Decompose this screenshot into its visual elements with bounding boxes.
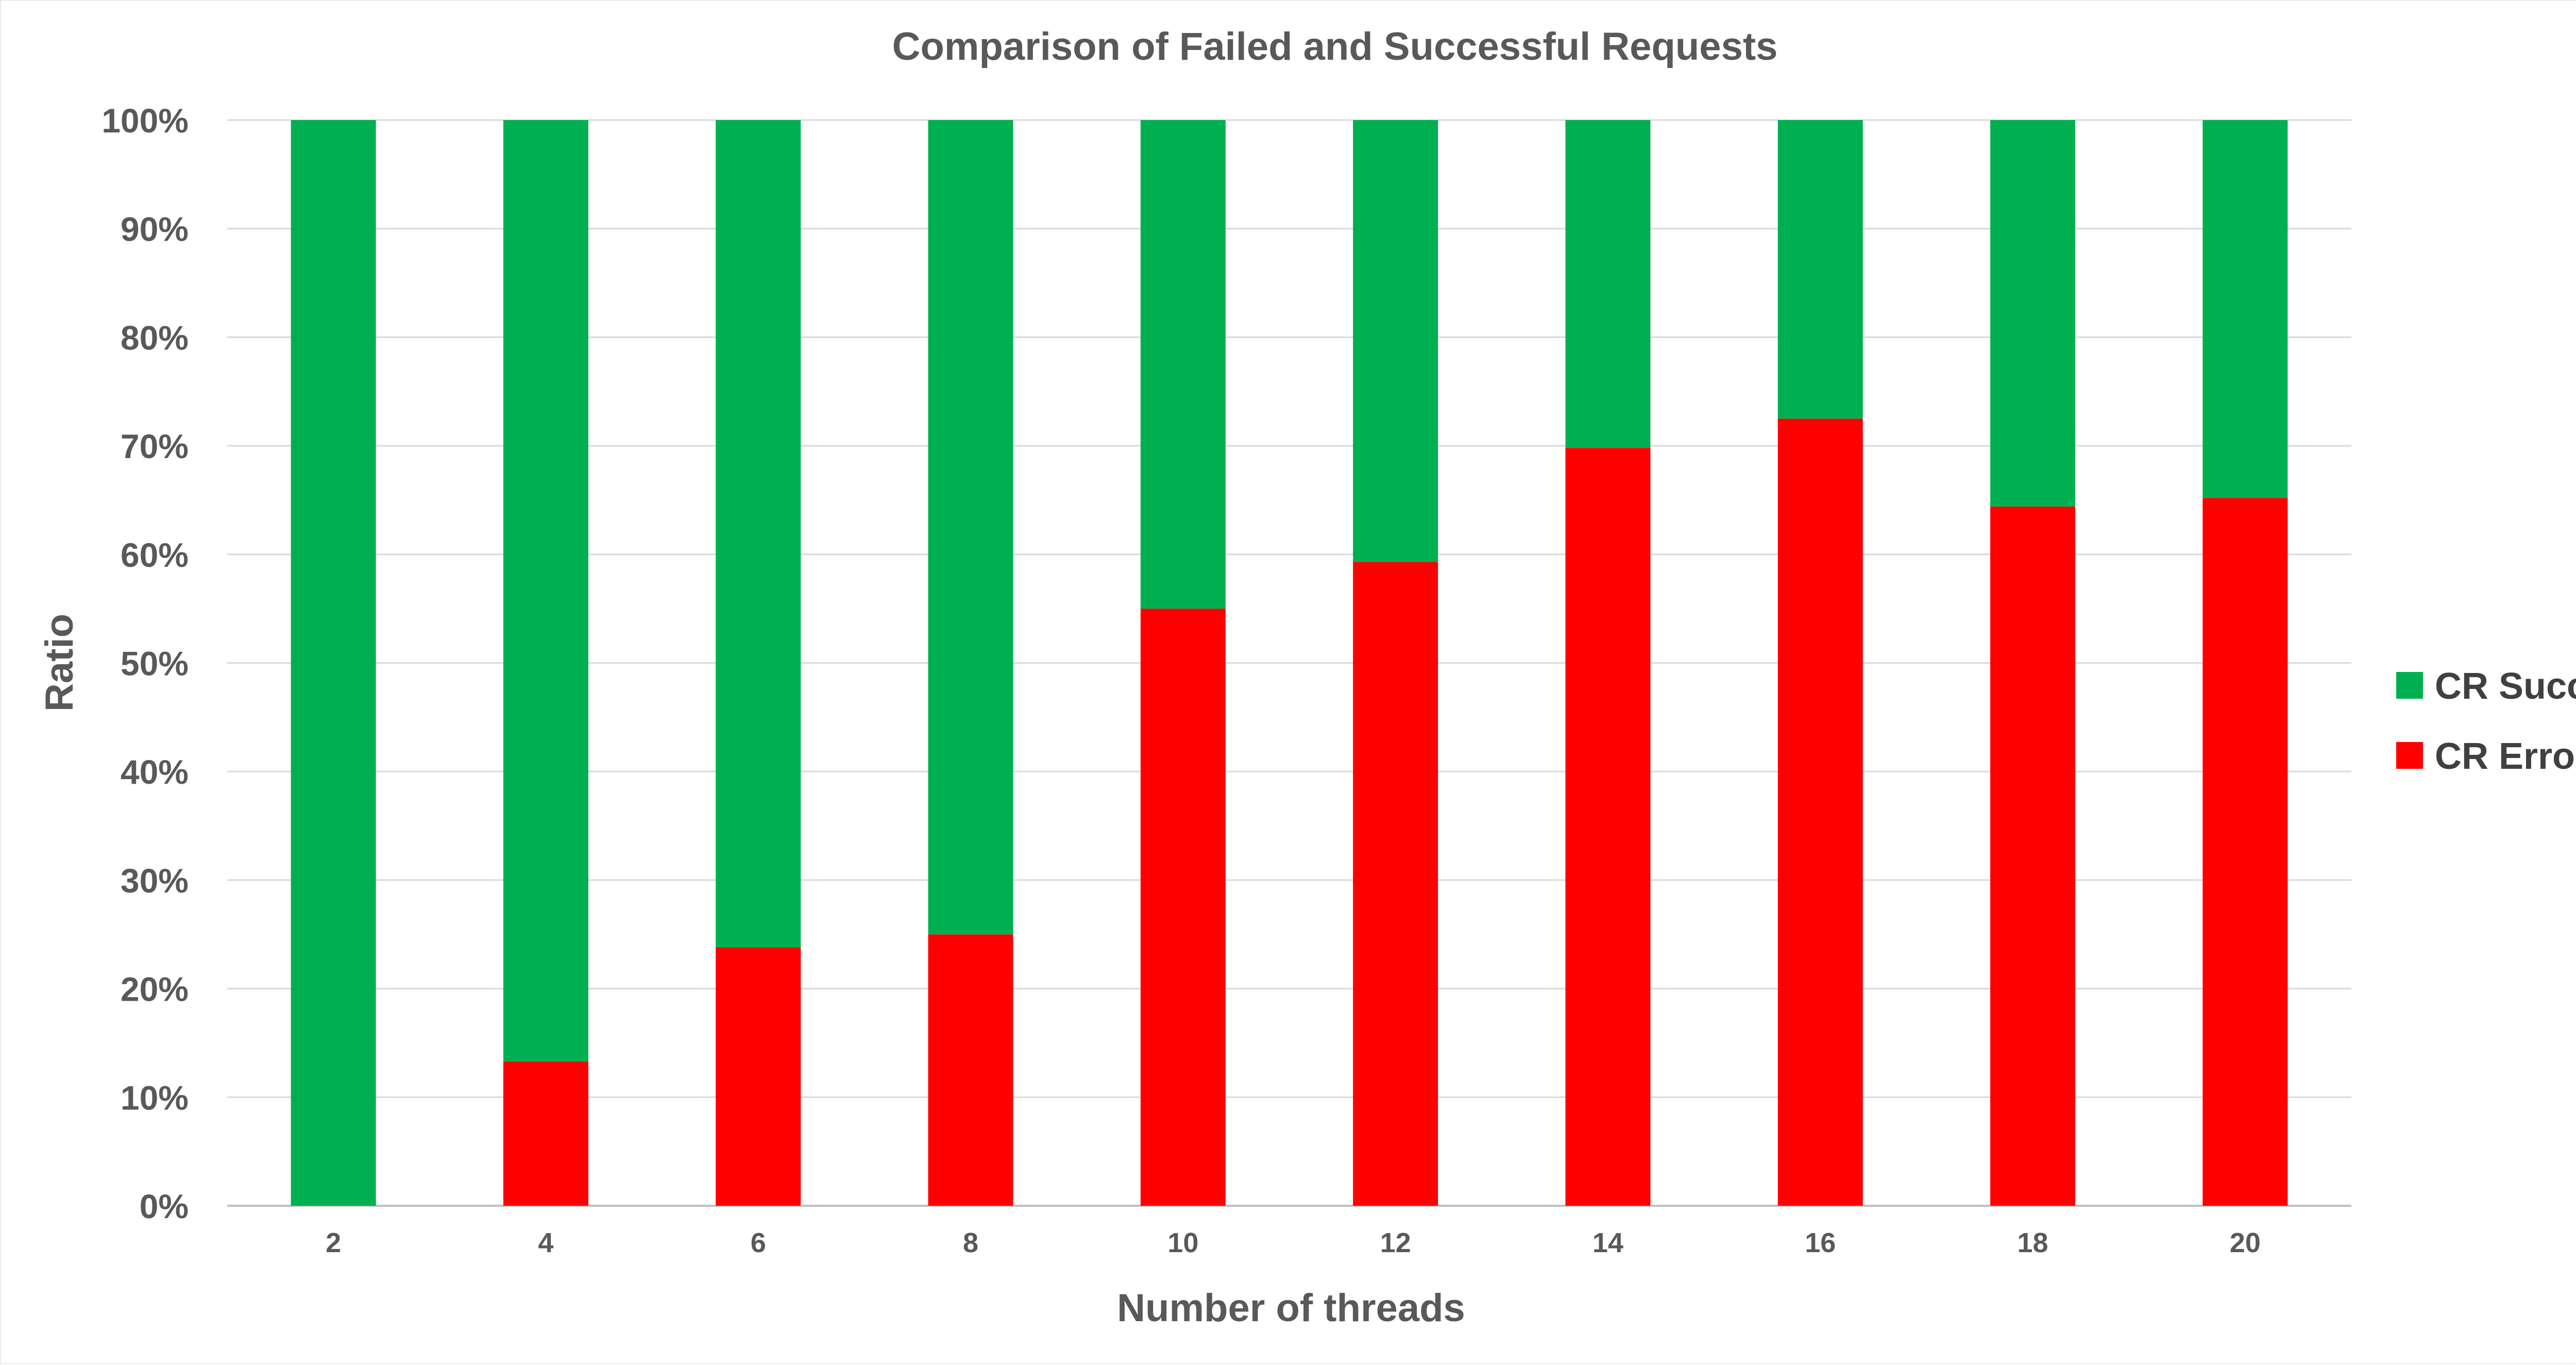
y-tick-label: 0% [140, 1187, 189, 1225]
chart-title: Comparison of Failed and Successful Requ… [892, 25, 1778, 69]
bar-segment [1140, 609, 1226, 1206]
bar-segment [1565, 120, 1651, 448]
y-tick-label: 30% [121, 862, 189, 900]
y-axis-ticks: 0% 10% 20% 30% 40% 50% 60% 70% 80% 90% 100% [101, 102, 189, 1225]
legend-swatch [2396, 672, 2423, 699]
bar-segment [503, 120, 588, 1061]
bar-segment [1353, 120, 1438, 562]
x-tick-label: 16 [1805, 1227, 1836, 1258]
bar-segment [1990, 507, 2076, 1206]
x-tick-label: 2 [326, 1227, 341, 1258]
y-tick-label: 20% [121, 970, 189, 1008]
y-tick-label: 10% [121, 1078, 189, 1117]
y-axis-label: Ratio [38, 614, 81, 712]
bar-segment [1140, 120, 1226, 609]
x-tick-label: 4 [538, 1227, 553, 1258]
y-tick-label: 80% [121, 318, 189, 357]
legend: CR Success CR Error [2396, 666, 2576, 777]
bar-segment [928, 120, 1013, 935]
y-tick-label: 70% [121, 427, 189, 465]
bar-segment [1353, 562, 1438, 1206]
x-tick-label: 6 [751, 1227, 766, 1258]
bar-segment [1565, 448, 1651, 1206]
x-axis-ticks: 2 4 6 8 10 12 14 16 18 20 [326, 1227, 2261, 1258]
legend-label: CR Success [2435, 666, 2576, 707]
bar-segment [2202, 120, 2288, 498]
bar-segment [716, 120, 801, 948]
bar-segment [503, 1061, 588, 1206]
legend-swatch [2396, 742, 2423, 769]
bar-segment [716, 947, 801, 1206]
bar-segment [2202, 498, 2288, 1206]
y-tick-label: 100% [101, 102, 189, 140]
x-tick-label: 8 [963, 1227, 978, 1258]
x-tick-label: 12 [1380, 1227, 1411, 1258]
bar-segment [1777, 120, 1863, 419]
x-tick-label: 18 [2018, 1227, 2048, 1258]
x-tick-label: 20 [2230, 1227, 2261, 1258]
x-tick-label: 14 [1592, 1227, 1623, 1258]
bar-segment [1990, 120, 2076, 507]
bar-segment [928, 934, 1013, 1206]
bar-segment [1777, 418, 1863, 1206]
bars [291, 120, 2288, 1206]
y-tick-label: 60% [121, 536, 189, 574]
bar-segment [291, 120, 376, 1206]
x-axis-label: Number of threads [1117, 1286, 1465, 1330]
y-tick-label: 40% [121, 753, 189, 791]
legend-label: CR Error [2435, 736, 2576, 777]
x-tick-label: 10 [1167, 1227, 1198, 1258]
y-tick-label: 50% [121, 645, 189, 683]
y-tick-label: 90% [121, 210, 189, 248]
